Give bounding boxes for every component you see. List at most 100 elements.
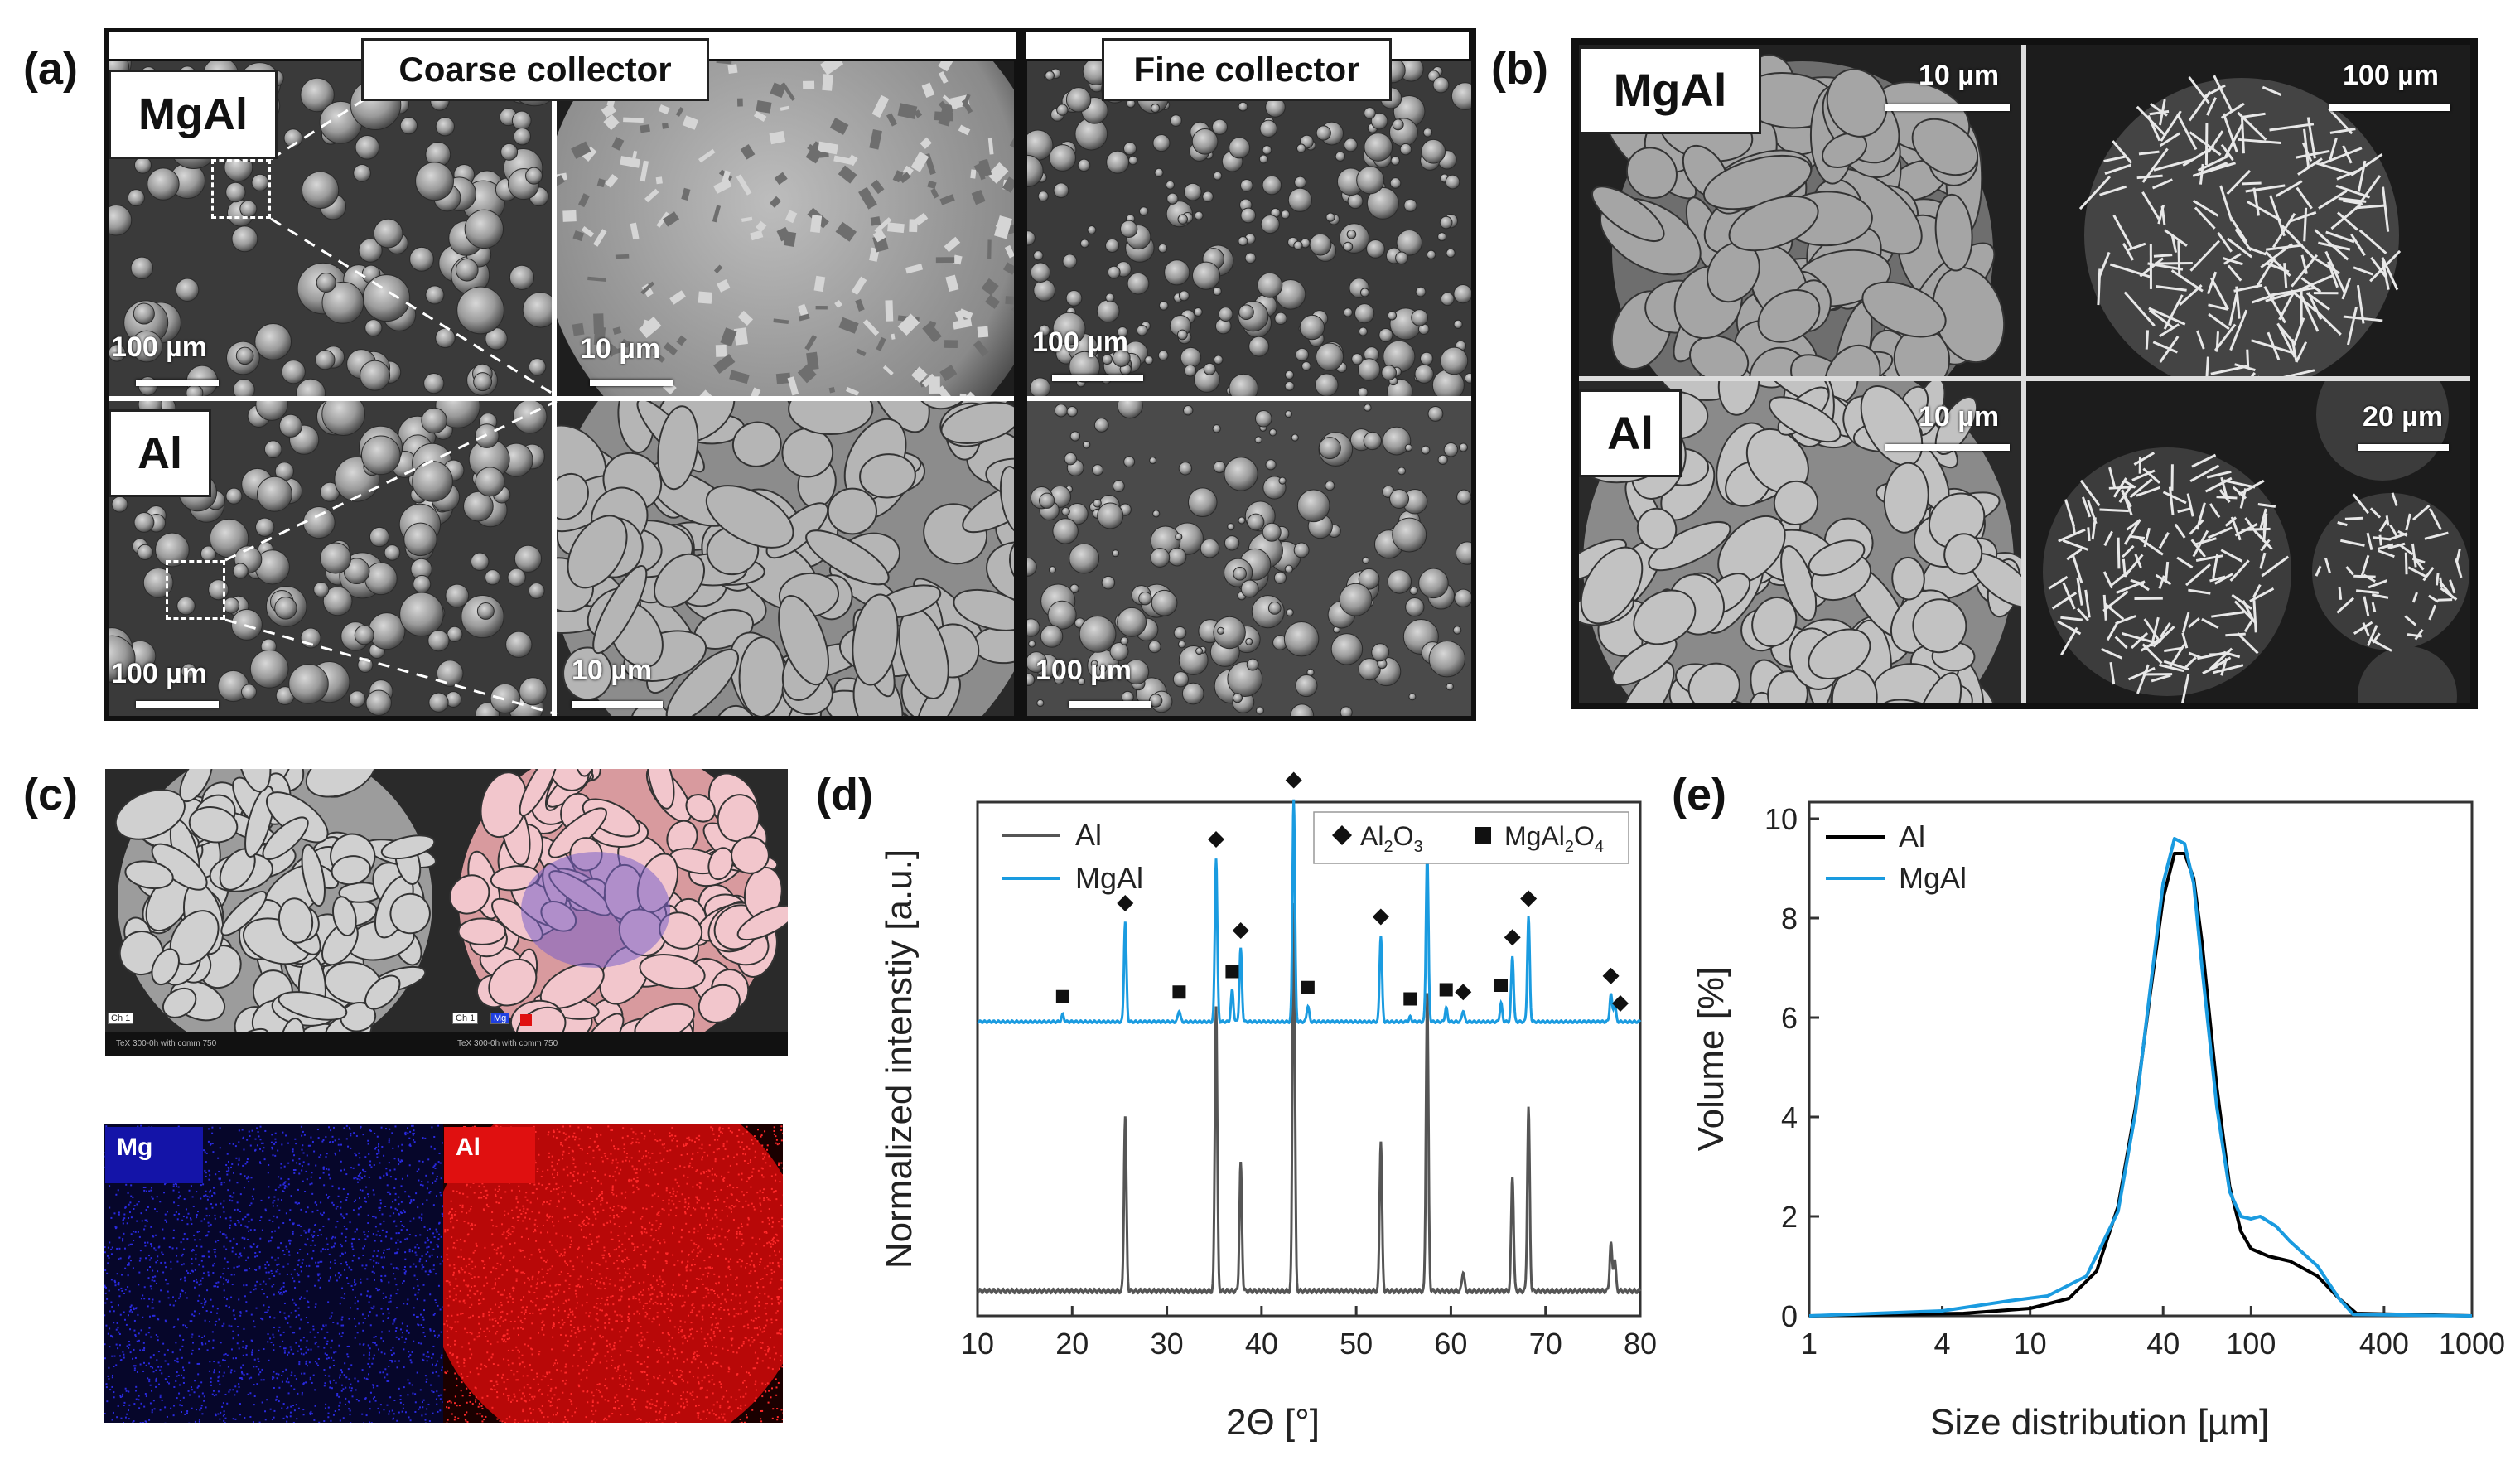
particle	[1439, 215, 1453, 230]
map-pixel	[659, 1275, 661, 1278]
map-pixel	[584, 1341, 587, 1343]
map-pixel	[336, 1221, 339, 1223]
surface-grain	[798, 313, 810, 322]
map-pixel	[122, 1351, 124, 1353]
map-pixel	[212, 1151, 215, 1153]
platelet	[1633, 589, 1697, 645]
map-pixel	[349, 1128, 351, 1130]
map-pixel	[122, 1238, 124, 1240]
map-pixel	[218, 1177, 220, 1180]
needle	[2202, 665, 2218, 674]
map-pixel	[501, 1233, 504, 1235]
map-pixel	[213, 1361, 215, 1363]
map-pixel	[198, 1362, 200, 1365]
particle	[1456, 489, 1471, 505]
map-pixel	[138, 1339, 140, 1342]
map-pixel	[364, 1175, 366, 1177]
map-pixel	[289, 1411, 292, 1414]
map-pixel	[301, 1165, 303, 1168]
map-pixel	[128, 1255, 131, 1258]
map-pixel	[341, 1371, 344, 1374]
map-pixel	[106, 1400, 109, 1403]
particle	[1037, 191, 1049, 202]
map-pixel	[495, 1193, 497, 1196]
particle	[1398, 467, 1407, 476]
map-pixel	[274, 1230, 277, 1232]
map-pixel	[318, 1156, 321, 1158]
map-pixel	[208, 1191, 210, 1193]
map-pixel	[232, 1309, 234, 1312]
particle	[1148, 694, 1163, 708]
map-pixel	[251, 1195, 253, 1197]
surface-grain	[593, 326, 606, 346]
map-pixel	[245, 1269, 248, 1272]
map-pixel	[305, 1346, 307, 1348]
map-pixel	[325, 1156, 327, 1158]
map-pixel	[136, 1371, 138, 1373]
map-pixel	[408, 1250, 411, 1253]
map-pixel	[281, 1380, 283, 1383]
map-pixel	[388, 1330, 390, 1332]
map-pixel	[409, 1354, 412, 1356]
map-pixel	[270, 1269, 273, 1272]
map-pixel	[214, 1251, 216, 1254]
map-pixel	[611, 1189, 614, 1192]
map-pixel	[280, 1177, 282, 1180]
map-pixel	[234, 1370, 236, 1372]
map-pixel	[348, 1378, 350, 1380]
map-pixel	[177, 1186, 180, 1188]
map-pixel	[321, 1140, 324, 1143]
map-pixel	[294, 1201, 297, 1204]
particle	[1415, 286, 1427, 297]
map-pixel	[123, 1404, 125, 1406]
map-pixel	[273, 1284, 275, 1286]
needle	[2152, 626, 2175, 648]
map-pixel	[715, 1346, 717, 1348]
needle	[2398, 544, 2414, 556]
map-pixel	[403, 1341, 406, 1343]
map-pixel	[399, 1240, 402, 1243]
map-pixel	[504, 1289, 506, 1292]
map-pixel	[119, 1396, 122, 1399]
particle	[1347, 193, 1364, 210]
map-pixel	[379, 1371, 382, 1374]
map-pixel	[580, 1379, 582, 1381]
particle	[1294, 176, 1307, 189]
map-pixel	[198, 1264, 200, 1266]
surface-grain	[987, 138, 994, 155]
map-pixel	[205, 1235, 207, 1237]
map-pixel	[403, 1386, 405, 1389]
map-pixel	[142, 1342, 145, 1344]
map-pixel	[748, 1177, 751, 1180]
map-pixel	[437, 1284, 440, 1287]
map-pixel	[181, 1356, 183, 1359]
map-pixel	[474, 1125, 476, 1128]
surface-grain	[615, 254, 630, 259]
needle	[2370, 256, 2387, 278]
map-pixel	[523, 1386, 525, 1389]
map-pixel	[437, 1360, 439, 1362]
map-pixel	[294, 1309, 297, 1312]
map-pixel	[271, 1231, 273, 1233]
surface-grain	[736, 174, 752, 196]
map-pixel	[123, 1292, 125, 1294]
map-pixel	[241, 1236, 244, 1239]
map-pixel	[278, 1373, 280, 1376]
map-pixel	[361, 1264, 364, 1267]
map-pixel	[369, 1391, 372, 1394]
particle	[274, 597, 297, 620]
map-pixel	[162, 1271, 165, 1274]
needle	[2123, 519, 2141, 545]
map-pixel	[151, 1245, 153, 1248]
map-pixel	[436, 1175, 438, 1177]
map-pixel	[271, 1256, 273, 1259]
map-pixel	[665, 1252, 668, 1255]
map-pixel	[191, 1389, 193, 1391]
map-pixel	[137, 1125, 139, 1128]
map-pixel	[490, 1219, 493, 1221]
map-pixel	[404, 1238, 407, 1240]
map-pixel	[766, 1144, 769, 1147]
particle	[1079, 615, 1117, 653]
map-pixel	[780, 1125, 783, 1128]
particle	[1257, 272, 1283, 298]
